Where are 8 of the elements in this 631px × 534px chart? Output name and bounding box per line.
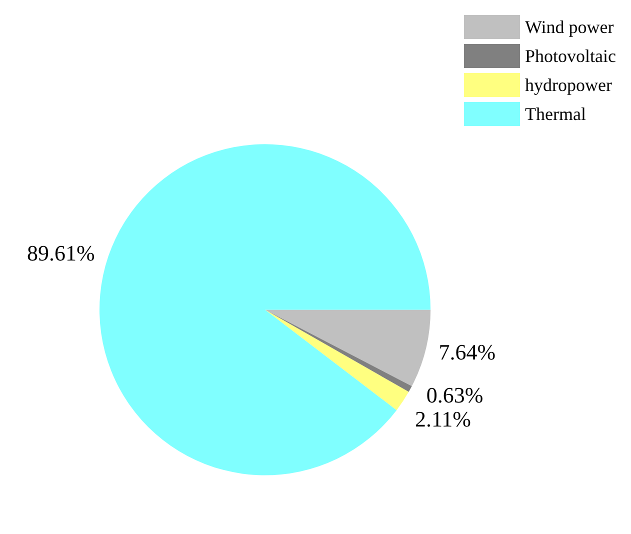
legend-label: Thermal bbox=[525, 104, 586, 124]
legend-label: Wind power bbox=[525, 17, 614, 37]
data-label: 89.61% bbox=[27, 240, 95, 266]
data-label: 0.63% bbox=[426, 382, 484, 408]
data-label: 2.11% bbox=[414, 406, 471, 432]
legend-label: hydropower bbox=[525, 75, 612, 95]
data-label: 7.64% bbox=[438, 339, 496, 364]
legend-label: Photovoltaic bbox=[525, 46, 616, 66]
